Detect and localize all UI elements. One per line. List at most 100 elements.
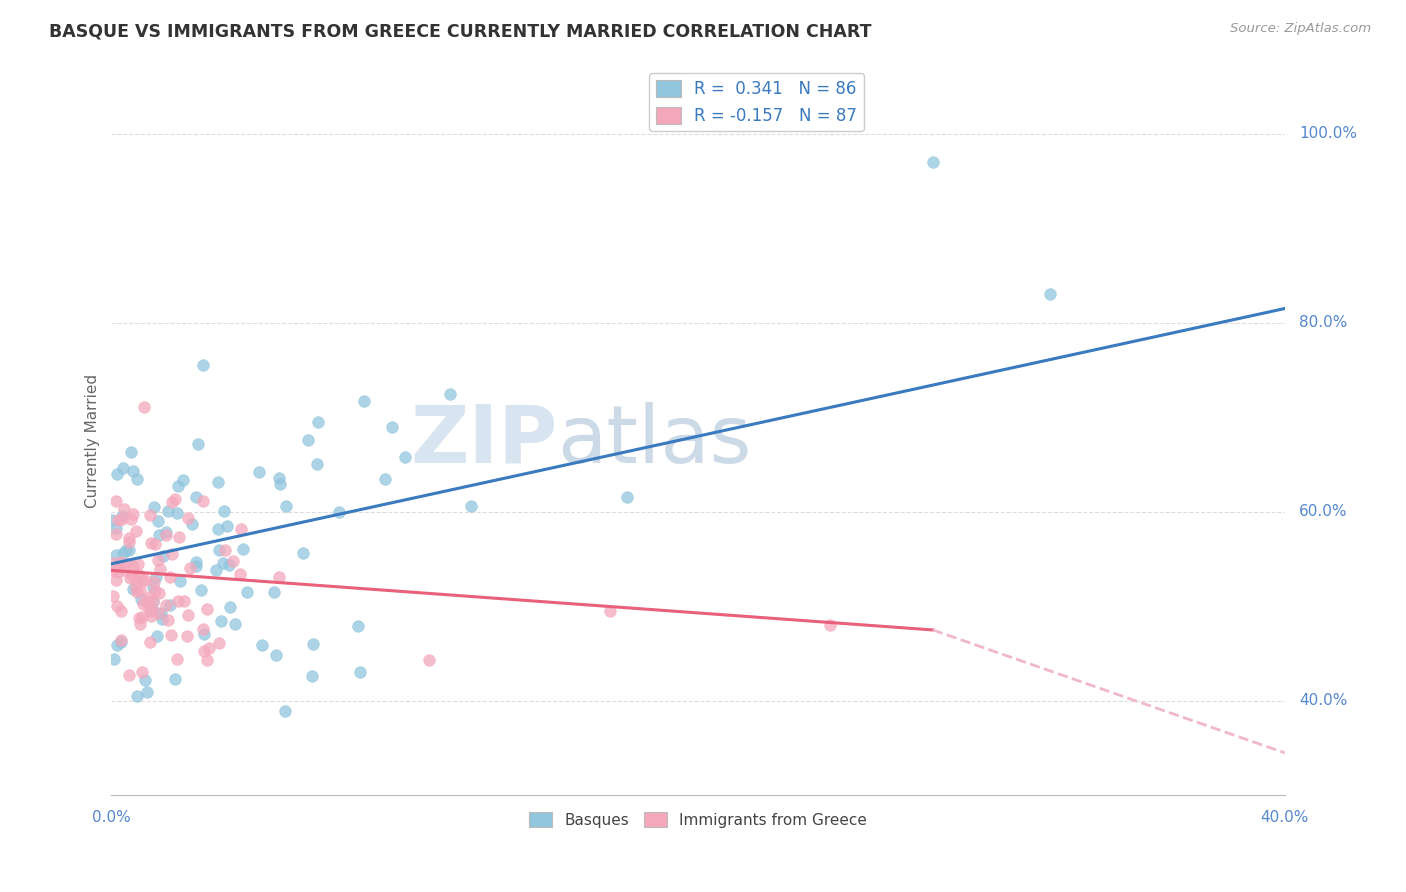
Point	[307, 415, 329, 429]
Text: 0.0%: 0.0%	[91, 810, 131, 824]
Point	[118, 534, 141, 549]
Point	[141, 602, 163, 616]
Point	[273, 704, 295, 718]
Text: atlas: atlas	[557, 402, 752, 480]
Point	[129, 583, 152, 598]
Point	[131, 573, 153, 587]
Point	[128, 616, 150, 631]
Point	[143, 583, 166, 598]
Point	[616, 490, 638, 504]
Point	[135, 594, 157, 608]
Text: Source: ZipAtlas.com: Source: ZipAtlas.com	[1230, 22, 1371, 36]
Y-axis label: Currently Married: Currently Married	[86, 374, 100, 508]
Point	[205, 563, 228, 577]
Point	[118, 668, 141, 682]
Point	[139, 536, 162, 550]
Point	[347, 619, 370, 633]
Point	[145, 629, 167, 643]
Point	[267, 569, 290, 583]
Point	[146, 515, 169, 529]
Point	[177, 511, 200, 525]
Point	[195, 652, 218, 666]
Point	[184, 559, 207, 574]
Point	[250, 638, 273, 652]
Point	[131, 665, 153, 680]
Point	[105, 599, 128, 613]
Text: 40.0%: 40.0%	[1261, 810, 1309, 824]
Point	[159, 598, 181, 612]
Point	[111, 546, 134, 560]
Point	[193, 358, 215, 372]
Point	[193, 627, 215, 641]
Point	[208, 636, 231, 650]
Point	[120, 444, 142, 458]
Point	[1039, 287, 1062, 301]
Point	[198, 641, 221, 656]
Point	[381, 419, 404, 434]
Point	[349, 665, 371, 679]
Point	[207, 522, 229, 536]
Point	[143, 500, 166, 514]
Point	[136, 685, 159, 699]
Point	[142, 580, 165, 594]
Point	[138, 591, 160, 605]
Point	[124, 580, 146, 594]
Point	[120, 512, 142, 526]
Point	[187, 437, 209, 451]
Point	[353, 393, 375, 408]
Point	[134, 673, 156, 687]
Point	[146, 553, 169, 567]
Point	[418, 653, 440, 667]
Point	[211, 556, 233, 570]
Point	[157, 504, 180, 518]
Point	[143, 575, 166, 590]
Point	[184, 490, 207, 504]
Point	[143, 536, 166, 550]
Point	[121, 567, 143, 582]
Point	[269, 471, 291, 485]
Point	[460, 500, 482, 514]
Point	[297, 433, 319, 447]
Point	[209, 614, 232, 628]
Point	[150, 612, 173, 626]
Point	[104, 493, 127, 508]
Point	[103, 652, 125, 666]
Point	[160, 628, 183, 642]
Point	[103, 556, 125, 570]
Point	[162, 495, 184, 509]
Point	[328, 505, 350, 519]
Point	[232, 542, 254, 557]
Point	[292, 546, 315, 560]
Point	[218, 558, 240, 572]
Point	[212, 504, 235, 518]
Point	[112, 563, 135, 577]
Point	[142, 593, 165, 607]
Point	[177, 608, 200, 623]
Point	[131, 610, 153, 624]
Point	[229, 567, 252, 582]
Legend: Basques, Immigrants from Greece: Basques, Immigrants from Greece	[523, 805, 873, 834]
Text: BASQUE VS IMMIGRANTS FROM GREECE CURRENTLY MARRIED CORRELATION CHART: BASQUE VS IMMIGRANTS FROM GREECE CURRENT…	[49, 22, 872, 40]
Point	[145, 570, 167, 584]
Point	[149, 561, 172, 575]
Point	[195, 602, 218, 616]
Point	[236, 584, 259, 599]
Point	[193, 644, 215, 658]
Point	[131, 597, 153, 611]
Point	[110, 633, 132, 648]
Point	[191, 493, 214, 508]
Point	[104, 573, 127, 587]
Point	[115, 557, 138, 571]
Text: ZIP: ZIP	[411, 402, 557, 480]
Point	[138, 604, 160, 618]
Point	[107, 513, 129, 527]
Point	[167, 479, 190, 493]
Point	[139, 508, 162, 523]
Point	[305, 457, 328, 471]
Point	[142, 595, 165, 609]
Point	[179, 561, 201, 575]
Point	[155, 598, 177, 612]
Point	[155, 525, 177, 540]
Point	[101, 513, 124, 527]
Point	[169, 574, 191, 589]
